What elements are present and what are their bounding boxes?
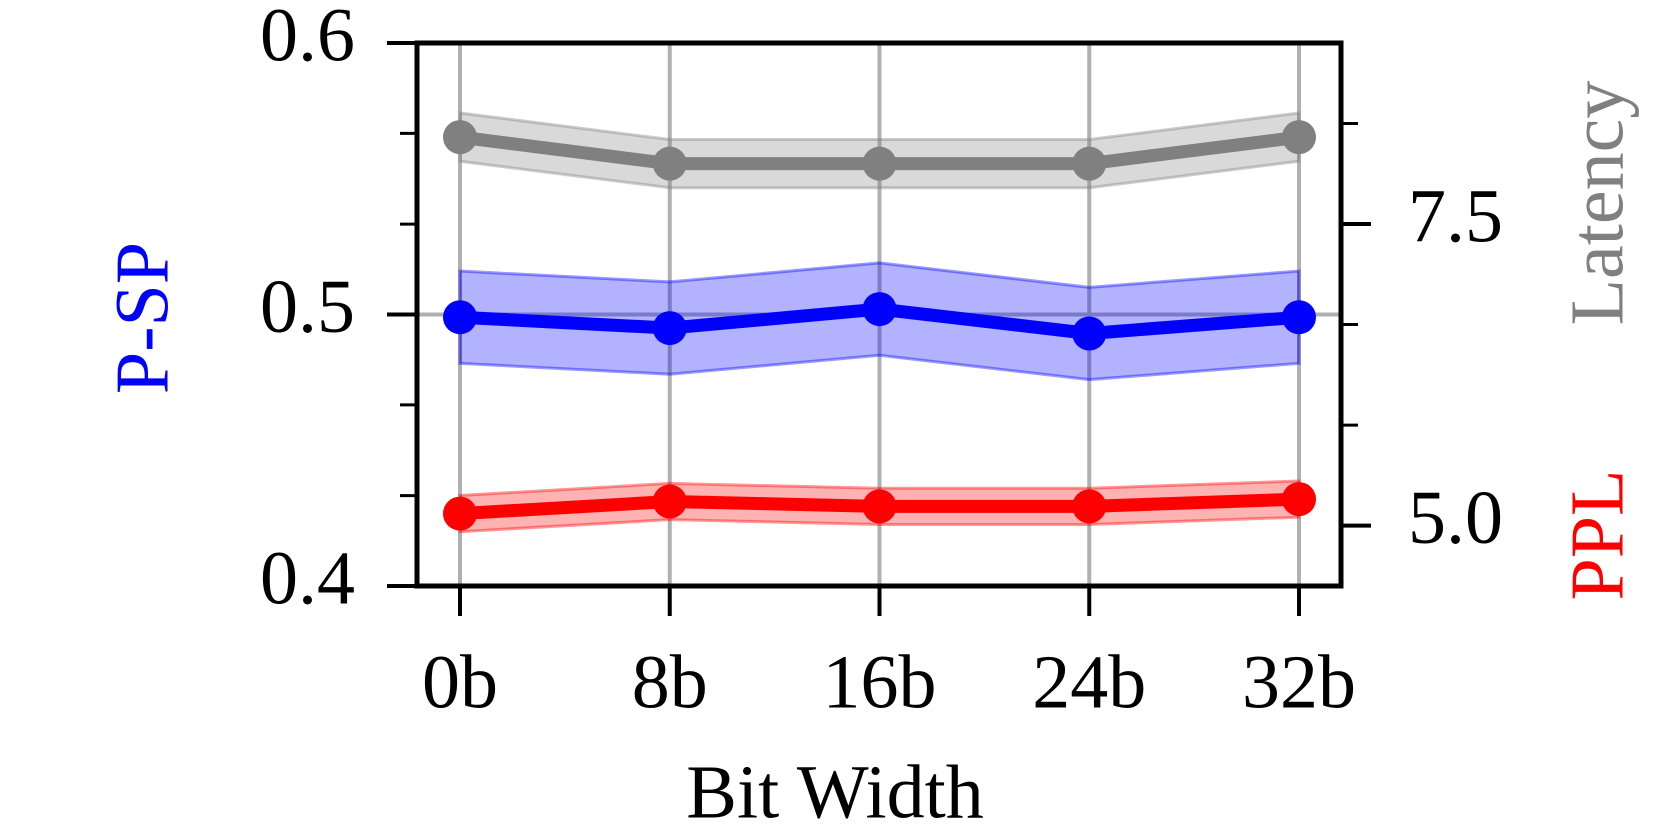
data-point — [1282, 482, 1316, 517]
plot-frame — [414, 40, 1344, 589]
x-tick-label: 24b — [1032, 640, 1146, 724]
x-tick-label: 0b — [422, 640, 498, 724]
data-point — [652, 146, 687, 181]
data-point — [1282, 120, 1316, 155]
y2-axis-label: Latency — [1555, 81, 1639, 326]
x-axis-label: Bit Width — [686, 750, 983, 830]
data-point — [1282, 300, 1316, 335]
y-axis-label: P-SP — [100, 242, 184, 394]
data-point — [1072, 146, 1107, 181]
y2-tick-label: 7.5 — [1408, 174, 1503, 258]
x-tick-label: 8b — [632, 640, 708, 724]
data-point — [652, 484, 687, 519]
data-point — [443, 496, 477, 531]
data-point — [1072, 316, 1107, 351]
data-point — [862, 292, 897, 327]
y2-axis-label: PPL — [1555, 470, 1639, 601]
y2-tick-label: 5.0 — [1408, 476, 1503, 560]
x-tick-label: 32b — [1242, 640, 1356, 724]
data-point — [652, 311, 687, 346]
data-point — [443, 120, 477, 155]
data-point — [443, 300, 477, 335]
data-point — [1072, 489, 1107, 524]
data-point — [862, 146, 897, 181]
y-tick-label: 0.6 — [260, 0, 355, 77]
y-tick-label: 0.5 — [260, 265, 355, 349]
y-tick-label: 0.4 — [260, 536, 355, 620]
x-tick-label: 16b — [823, 640, 937, 724]
data-point — [862, 489, 897, 524]
